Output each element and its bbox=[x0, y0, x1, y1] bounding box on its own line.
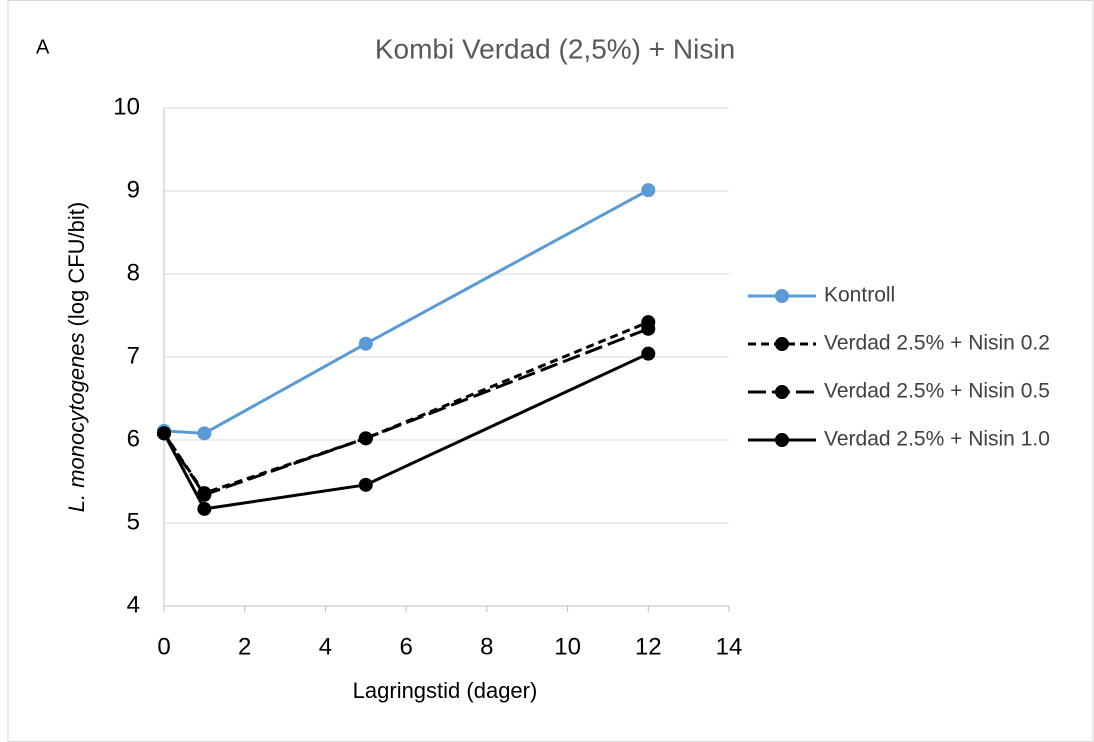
data-point bbox=[358, 431, 373, 446]
y-tick-label: 7 bbox=[127, 342, 140, 369]
legend-swatch-marker bbox=[775, 289, 789, 303]
x-tick-label: 6 bbox=[399, 633, 412, 660]
data-point bbox=[641, 321, 656, 336]
y-tick-label: 6 bbox=[127, 425, 140, 452]
data-point bbox=[641, 346, 656, 361]
y-axis-label-italic: L. monocytogenes bbox=[64, 332, 89, 512]
series-line bbox=[163, 188, 650, 435]
legend-label: Verdad 2.5% + Nisin 0.5 bbox=[824, 380, 1050, 403]
y-tick-label: 9 bbox=[127, 176, 140, 203]
x-tick-label: 0 bbox=[157, 633, 170, 660]
y-tick-label: 8 bbox=[127, 259, 140, 286]
legend-swatch-marker bbox=[775, 433, 789, 447]
legend-label: Kontroll bbox=[824, 284, 895, 307]
legend-swatch-marker bbox=[775, 337, 789, 351]
x-axis-label: Lagringstid (dager) bbox=[353, 678, 538, 703]
legend-swatch-marker bbox=[775, 385, 789, 399]
data-point bbox=[197, 426, 212, 441]
data-point bbox=[641, 183, 656, 198]
x-tick-label: 14 bbox=[716, 633, 743, 660]
data-point bbox=[157, 426, 171, 441]
y-tick-label: 5 bbox=[127, 508, 140, 535]
x-tick-label: 8 bbox=[480, 633, 493, 660]
chart-frame bbox=[7, 0, 1094, 742]
data-point bbox=[197, 501, 212, 516]
legend-label: Verdad 2.5% + Nisin 0.2 bbox=[824, 332, 1050, 355]
data-point bbox=[197, 487, 212, 502]
y-tick-label: 4 bbox=[127, 591, 140, 618]
y-tick-label: 10 bbox=[113, 93, 140, 120]
y-axis-label-units: (log CFU/bit) bbox=[64, 202, 89, 327]
chart-title: Kombi Verdad (2,5%) + Nisin bbox=[375, 33, 735, 64]
series-line bbox=[162, 327, 649, 497]
data-point bbox=[358, 336, 373, 351]
legend-label: Verdad 2.5% + Nisin 1.0 bbox=[824, 428, 1050, 451]
series-line bbox=[162, 352, 649, 511]
data-point bbox=[358, 477, 373, 492]
x-tick-label: 10 bbox=[554, 633, 581, 660]
x-tick-label: 12 bbox=[635, 633, 662, 660]
x-tick-label: 2 bbox=[238, 633, 251, 660]
y-axis-label: L. monocytogenes (log CFU/bit) bbox=[64, 202, 89, 512]
panel-label: A bbox=[36, 36, 50, 58]
x-tick-label: 4 bbox=[319, 633, 332, 660]
